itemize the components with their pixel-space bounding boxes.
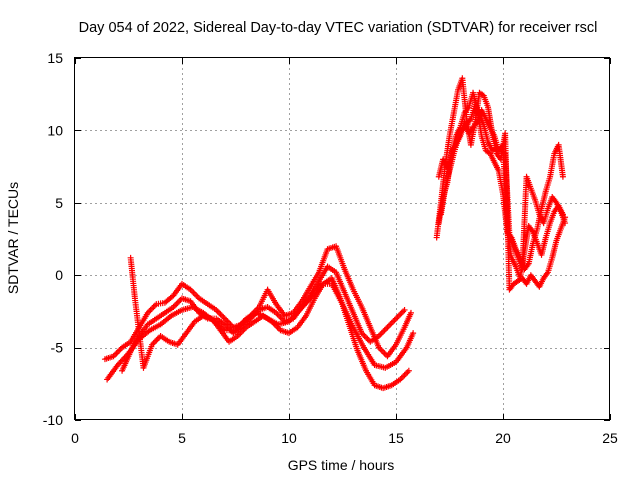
y-tick-label: 10 <box>47 122 63 138</box>
y-tick-label: 0 <box>55 267 63 283</box>
x-tick-label: 10 <box>281 430 297 446</box>
x-tick-label: 0 <box>71 430 79 446</box>
y-tick-label: -10 <box>43 412 63 428</box>
y-tick-label: 15 <box>47 50 63 66</box>
plot-frame <box>74 57 610 420</box>
data-point <box>405 367 412 374</box>
data-point <box>401 306 408 313</box>
data-point <box>559 173 566 180</box>
x-tick-label: 20 <box>495 430 511 446</box>
y-axis-label: SDTVAR / TECUs <box>5 182 21 294</box>
data-point <box>410 330 417 337</box>
data-points <box>101 75 569 392</box>
chart-title: Day 054 of 2022, Sidereal Day-to-day VTE… <box>79 20 598 36</box>
data-point <box>407 309 414 316</box>
grid <box>75 58 610 420</box>
data-point <box>559 211 566 218</box>
series-track-d <box>119 263 408 374</box>
axis-ticks <box>75 58 611 421</box>
x-tick-label: 15 <box>388 430 404 446</box>
x-axis-label: GPS time / hours <box>288 457 395 473</box>
x-tick-label: 25 <box>602 430 618 446</box>
series-track-h <box>435 107 566 282</box>
x-tick-label: 5 <box>178 430 186 446</box>
data-point <box>562 220 569 227</box>
y-tick-label: 5 <box>55 195 63 211</box>
y-tick-label: -5 <box>51 340 64 356</box>
